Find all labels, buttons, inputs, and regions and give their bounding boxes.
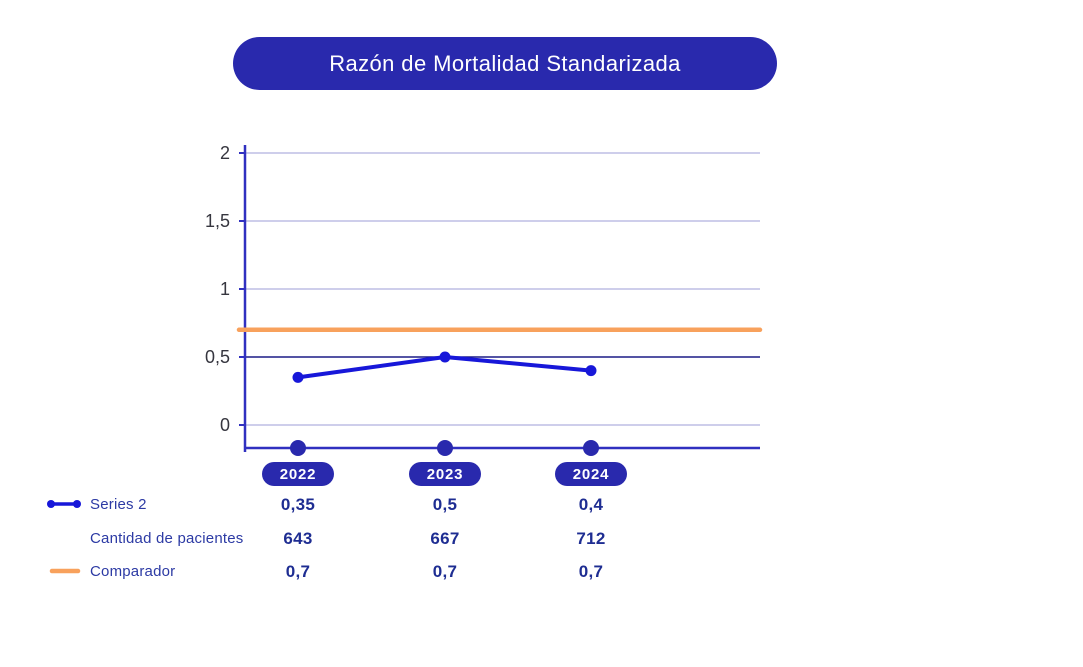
year-pill-label: 2023 — [427, 466, 464, 483]
year-pill — [409, 462, 481, 486]
legend-row-comparador: Comparador — [46, 560, 175, 582]
table-row-pacientes-values: 643 667 712 — [0, 529, 1083, 553]
category-dot — [290, 440, 306, 456]
table-value-comparador-2022: 0,7 — [285, 562, 311, 581]
table-value-pacientes-2023: 667 — [430, 529, 460, 548]
y-tick-label: 1,5 — [205, 211, 230, 231]
comparador-marker-box — [46, 566, 90, 576]
table-value-comparador-2023: 0,7 — [432, 562, 458, 581]
chart-title: Razón de Mortalidad Standarizada — [233, 37, 777, 90]
legend-label-pacientes: Cantidad de pacientes — [90, 529, 244, 547]
table-value-series2-2024: 0,4 — [578, 495, 604, 514]
table-value-comparador-2024: 0,7 — [578, 562, 604, 581]
legend-row-pacientes: Cantidad de pacientes — [46, 527, 243, 549]
y-tick-label: 2 — [220, 143, 230, 163]
series2-marker-box — [46, 498, 90, 510]
table-value-series2-2022: 0,35 — [280, 495, 316, 514]
series2-data-point — [439, 351, 451, 363]
table-value-pacientes-2024: 712 — [576, 529, 606, 548]
y-tick-label: 0 — [220, 415, 230, 435]
year-pill — [555, 462, 627, 486]
table-value-series2-2023: 0,5 — [432, 495, 458, 514]
series2-line-icon — [47, 500, 81, 508]
y-tick-label: 0,5 — [205, 347, 230, 367]
comparador-line-icon — [49, 568, 81, 574]
year-pill-label: 2022 — [280, 466, 317, 483]
series2-data-point — [585, 365, 597, 377]
year-pill-label: 2024 — [573, 466, 610, 483]
legend-label-series2: Series 2 — [90, 495, 147, 513]
year-pill — [262, 462, 334, 486]
table-row-comparador-values: 0,7 0,7 0,7 — [0, 562, 1083, 586]
legend-label-comparador: Comparador — [90, 562, 176, 580]
series2-data-point — [292, 371, 304, 383]
table-row-series2-values: 0,35 0,5 0,4 — [0, 495, 1083, 519]
table-value-pacientes-2022: 643 — [283, 529, 313, 548]
category-dot — [437, 440, 453, 456]
legend-row-series2: Series 2 — [46, 493, 147, 515]
category-dot — [583, 440, 599, 456]
y-tick-label: 1 — [220, 279, 230, 299]
